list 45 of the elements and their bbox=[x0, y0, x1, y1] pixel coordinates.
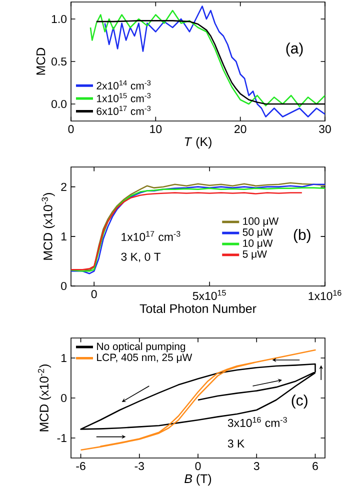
y-axis-title: MCD (x10$^{-2}$) bbox=[38, 364, 51, 432]
x-axis-title: B (T) bbox=[184, 474, 212, 486]
y-tick-label: 1 bbox=[61, 232, 66, 240]
y-axis-title: MCD bbox=[36, 48, 46, 75]
x-tick-label: 0 bbox=[195, 462, 201, 470]
x-tick-label: 20 bbox=[234, 125, 246, 134]
x-tick-label: 10 bbox=[150, 125, 162, 134]
legend-label: 6x10$^{17}$ cm$^{-3}$ bbox=[96, 106, 151, 116]
legend-label: LCP, 405 nm, 25 μW bbox=[97, 354, 192, 363]
annotation: 3x10$^{16}$ cm$^{-3}$ bbox=[228, 416, 287, 428]
y-tick-label: -1 bbox=[57, 434, 66, 442]
x-axis-title: T (K) bbox=[184, 136, 212, 149]
x-tick-label: 3 bbox=[254, 462, 260, 470]
y-tick-label: 2 bbox=[61, 182, 66, 191]
y-tick-label: 0.5 bbox=[52, 57, 66, 66]
x-tick-label: 0 bbox=[68, 125, 74, 134]
legend-label: No optical pumping bbox=[97, 342, 186, 352]
x-tick-label: -3 bbox=[134, 462, 144, 470]
y-tick-label: 0 bbox=[61, 394, 67, 402]
x-tick-label: 0 bbox=[91, 290, 97, 298]
legend-label: 100 μW bbox=[243, 217, 279, 227]
annotation: (b) bbox=[294, 229, 310, 243]
legend-label: 1x10$^{15}$ cm$^{-3}$ bbox=[97, 93, 151, 102]
x-tick-label: 1x10$^{16}$ bbox=[308, 290, 342, 300]
line-series bbox=[90, 10, 326, 108]
legend-label: 10 μW bbox=[243, 239, 273, 249]
legend-label: 5 μW bbox=[242, 250, 267, 260]
x-tick-label: 6 bbox=[312, 462, 318, 470]
y-tick-label: 0 bbox=[61, 282, 67, 290]
legend-label: 2x10$^{14}$ cm$^{-3}$ bbox=[96, 80, 151, 90]
annotation: 1x10$^{17}$ cm$^{-3}$ bbox=[122, 231, 180, 242]
x-tick-label: -6 bbox=[76, 462, 86, 470]
y-tick-label: 0.0 bbox=[52, 100, 67, 108]
x-axis-title: Total Photon Number bbox=[140, 304, 256, 314]
annotation: 3 K bbox=[228, 440, 244, 448]
x-tick-label: 30 bbox=[319, 125, 331, 134]
y-axis-title: MCD (x10$^{-3}$) bbox=[42, 193, 55, 260]
y-tick-label: 1 bbox=[61, 354, 66, 362]
annotation: (a) bbox=[286, 42, 303, 57]
legend-label: 50 μW bbox=[242, 228, 273, 238]
x-tick-label: 5x10$^{15}$ bbox=[192, 290, 226, 300]
annotation: (c) bbox=[292, 394, 308, 409]
line-series bbox=[80, 363, 316, 430]
y-tick-label: 1.0 bbox=[52, 14, 67, 24]
annotation: 3 K, 0 T bbox=[121, 252, 161, 262]
